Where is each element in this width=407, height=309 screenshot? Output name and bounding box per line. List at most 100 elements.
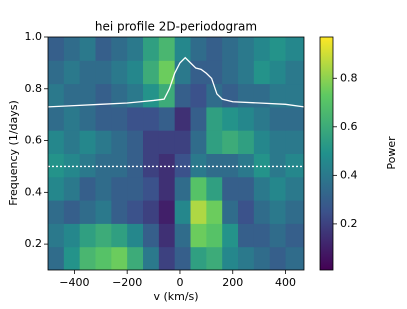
heat-cell bbox=[48, 37, 65, 61]
heat-cell bbox=[127, 246, 144, 270]
heat-cell bbox=[127, 83, 144, 108]
heat-cell bbox=[190, 83, 207, 108]
heat-cell bbox=[48, 83, 65, 108]
heat-cell bbox=[285, 37, 304, 61]
heat-cell bbox=[79, 37, 97, 61]
heat-cell bbox=[238, 153, 255, 178]
heat-cell bbox=[253, 60, 271, 85]
heat-cell bbox=[127, 60, 144, 85]
heat-cell bbox=[253, 200, 271, 224]
heat-cell bbox=[79, 106, 97, 131]
heat-cell bbox=[127, 200, 144, 224]
heat-cell bbox=[253, 83, 271, 108]
heat-cell bbox=[174, 37, 192, 61]
heat-cell bbox=[269, 246, 287, 270]
heat-cell bbox=[238, 246, 255, 270]
heat-cell bbox=[95, 200, 112, 224]
heatmap bbox=[48, 37, 304, 270]
heat-cell bbox=[158, 153, 176, 178]
plot-frame bbox=[47, 36, 305, 271]
heat-cell bbox=[174, 176, 192, 201]
heat-cell bbox=[63, 223, 81, 248]
heat-cell bbox=[111, 37, 128, 61]
heat-cell bbox=[285, 83, 304, 108]
heat-cell bbox=[285, 106, 304, 131]
heat-cell bbox=[174, 130, 192, 154]
heat-cell bbox=[143, 83, 160, 108]
heat-cell bbox=[143, 60, 160, 85]
heat-cell bbox=[79, 130, 97, 154]
heat-cell bbox=[158, 130, 176, 154]
heat-cell bbox=[158, 37, 176, 61]
heat-cell bbox=[95, 37, 112, 61]
heat-cell bbox=[238, 200, 255, 224]
heat-cell bbox=[127, 153, 144, 178]
heat-cell bbox=[127, 223, 144, 248]
heat-cell bbox=[79, 153, 97, 178]
heat-cell bbox=[111, 106, 128, 131]
heat-cell bbox=[174, 153, 192, 178]
heat-cell bbox=[269, 176, 287, 201]
heat-cell bbox=[206, 60, 223, 85]
heat-cell bbox=[238, 223, 255, 248]
heat-cell bbox=[285, 223, 304, 248]
heat-cell bbox=[206, 37, 223, 61]
heat-cell bbox=[222, 223, 239, 248]
heat-cell bbox=[63, 83, 81, 108]
heat-cell bbox=[269, 106, 287, 131]
heat-cell bbox=[158, 83, 176, 108]
heat-cell bbox=[285, 246, 304, 270]
heat-cell bbox=[174, 83, 192, 108]
heat-cell bbox=[63, 200, 81, 224]
heat-cell bbox=[111, 246, 128, 270]
heat-cell bbox=[190, 153, 207, 178]
heat-cell bbox=[222, 176, 239, 201]
heat-cell bbox=[174, 246, 192, 270]
y-tick-label: 0.8 bbox=[25, 82, 43, 95]
heat-cell bbox=[253, 153, 271, 178]
heat-cell bbox=[174, 223, 192, 248]
heat-cell bbox=[285, 130, 304, 154]
heat-cell bbox=[48, 176, 65, 201]
heat-cell bbox=[174, 200, 192, 224]
x-axis-label: v (km/s) bbox=[153, 290, 198, 303]
colorbar-tick-label: 0.6 bbox=[340, 120, 358, 133]
colorbar-tick-label: 0.8 bbox=[340, 71, 358, 84]
colorbar-tick-label: 0.4 bbox=[340, 168, 358, 181]
heat-cell bbox=[158, 223, 176, 248]
heat-cell bbox=[63, 176, 81, 201]
heat-cell bbox=[127, 176, 144, 201]
heat-cell bbox=[269, 223, 287, 248]
y-tick-label: 0.6 bbox=[25, 134, 43, 147]
profile-line bbox=[48, 56, 304, 108]
heat-cell bbox=[190, 176, 207, 201]
heat-cell bbox=[158, 246, 176, 270]
heat-cell bbox=[143, 246, 160, 270]
heat-cell bbox=[48, 106, 65, 131]
heat-cell bbox=[222, 246, 239, 270]
heat-cell bbox=[269, 60, 287, 85]
heat-cell bbox=[238, 37, 255, 61]
heat-cell bbox=[285, 60, 304, 85]
heat-cell bbox=[222, 106, 239, 131]
heat-cell bbox=[95, 246, 112, 270]
heat-cell bbox=[143, 223, 160, 248]
heat-cell bbox=[253, 106, 271, 131]
colorbar-label: Power bbox=[385, 136, 398, 170]
heat-cell bbox=[190, 130, 207, 154]
x-tick-label: −400 bbox=[59, 276, 89, 289]
heat-cell bbox=[269, 153, 287, 178]
heat-cell bbox=[238, 106, 255, 131]
heat-cell bbox=[143, 153, 160, 178]
heat-cell bbox=[63, 37, 81, 61]
x-tick-label: 0 bbox=[176, 276, 183, 289]
heat-cell bbox=[63, 106, 81, 131]
heat-cell bbox=[269, 83, 287, 108]
heat-cell bbox=[269, 130, 287, 154]
heat-cell bbox=[174, 106, 192, 131]
heat-cell bbox=[222, 200, 239, 224]
heat-cell bbox=[79, 223, 97, 248]
heat-cell bbox=[48, 200, 65, 224]
heat-cell bbox=[127, 130, 144, 154]
